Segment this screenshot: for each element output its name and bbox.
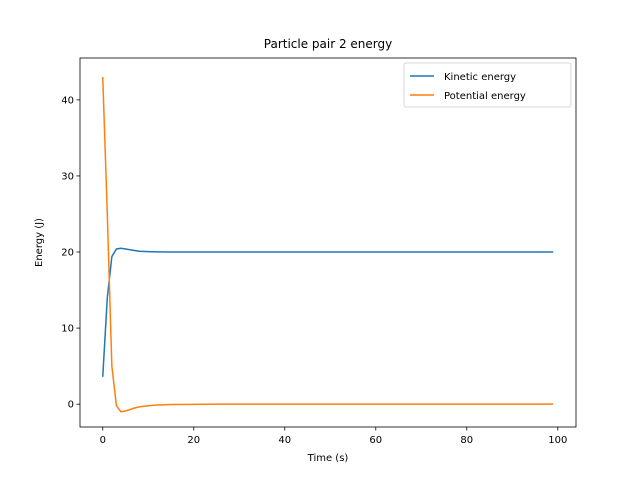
x-axis-label: Time (s) xyxy=(307,453,349,464)
x-tick-label: 0 xyxy=(100,435,106,446)
plot-frame xyxy=(79,57,577,428)
y-tick-label: 30 xyxy=(61,171,74,182)
x-tick-label: 100 xyxy=(548,435,567,446)
plot-area xyxy=(102,76,554,413)
legend-box xyxy=(403,62,572,108)
x-tick-label: 60 xyxy=(369,435,382,446)
y-tick-label: 40 xyxy=(61,95,74,106)
y-tick-label: 0 xyxy=(68,400,74,411)
x-axis: 0 20 40 60 80 100 xyxy=(100,427,567,446)
y-tick-label: 20 xyxy=(61,248,74,259)
series-line-kinetic-energy xyxy=(102,247,554,377)
y-axis: 0 10 20 30 40 xyxy=(61,95,80,411)
x-tick-label: 20 xyxy=(187,435,200,446)
legend: Kinetic energy Potential energy xyxy=(403,62,572,108)
x-tick-label: 40 xyxy=(278,435,291,446)
x-tick-label: 80 xyxy=(460,435,473,446)
chart-title: Particle pair 2 energy xyxy=(264,37,392,51)
y-tick-label: 10 xyxy=(61,324,74,335)
legend-entry-label: Kinetic energy xyxy=(444,72,516,83)
legend-entry-label: Potential energy xyxy=(444,91,526,102)
y-axis-label: Energy (J) xyxy=(34,218,45,267)
series-line-potential-energy xyxy=(102,76,554,413)
